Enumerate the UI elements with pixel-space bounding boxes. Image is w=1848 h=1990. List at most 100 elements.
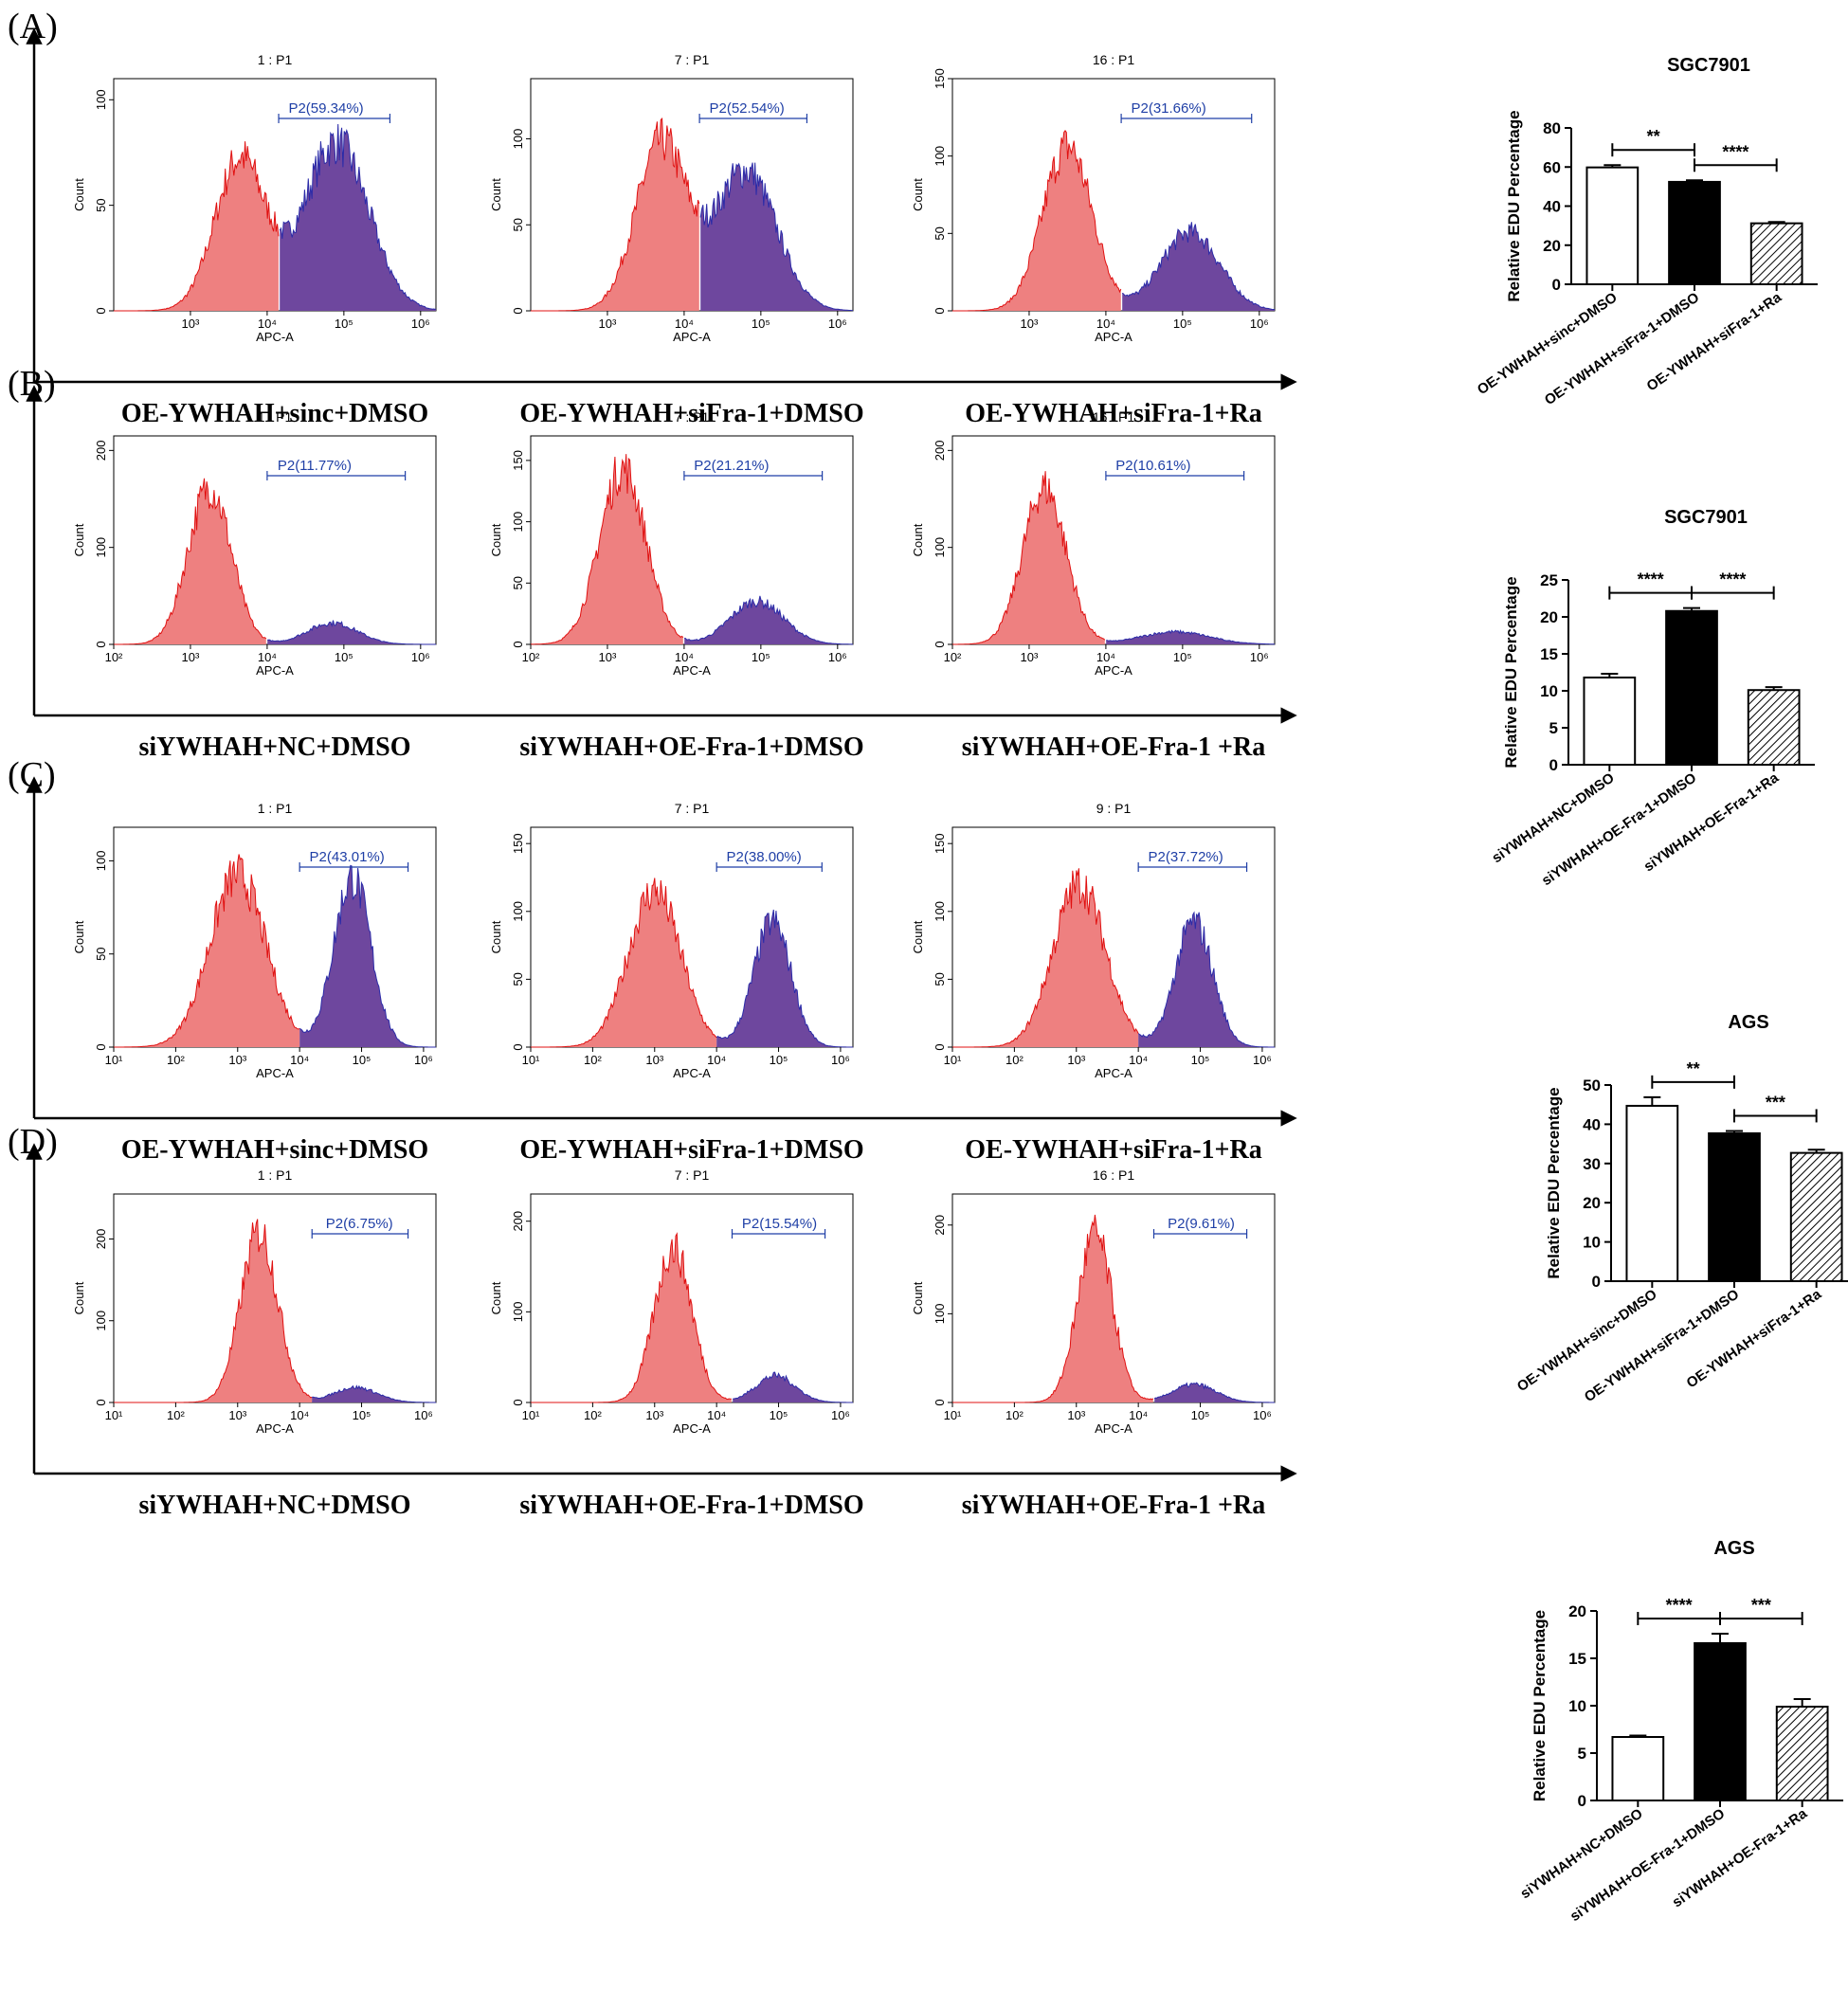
histogram-negative-outline (114, 141, 280, 312)
bar-category-label: OE-YWHAH+siFra-1+Ra (1684, 1286, 1825, 1391)
bar (1749, 222, 1803, 285)
histogram-negative-outline (114, 854, 300, 1048)
histogram-positive-outline (1137, 911, 1275, 1048)
y-tick-label: 50 (511, 576, 525, 589)
x-axis-label: APC-A (256, 1066, 294, 1080)
histogram-title: 16 : P1 (1093, 409, 1135, 425)
histogram-positive-outline (699, 162, 854, 312)
y-axis-label: Count (489, 920, 503, 953)
bar-y-axis-label: Relative EDU Percentage (1545, 1087, 1563, 1278)
bar-y-tick-label: 5 (1549, 719, 1558, 737)
histogram-title: 16 : P1 (1093, 1167, 1135, 1183)
x-tick-label: 10² (584, 1053, 602, 1067)
bar-category-label: siYWHAH+OE-Fra-1+DMSO (1567, 1805, 1729, 1925)
bar-y-tick-label: 20 (1583, 1194, 1601, 1212)
histogram-negative-outline (531, 877, 717, 1048)
y-tick-label: 100 (511, 512, 525, 533)
histogram-3: 9 : P1 P2(37.72%) 0 50 100 150 10¹ 10² 10³ 10⁴ 10⁵… (911, 801, 1276, 1165)
x-tick-label: 10⁶ (828, 317, 847, 331)
gate-label: P2(9.61%) (1168, 1216, 1235, 1232)
x-tick-label: 10³ (599, 650, 617, 664)
bar (1625, 1104, 1679, 1283)
group-label: siYWHAH+OE-Fra-1+DMSO (519, 1491, 863, 1520)
gate-label: P2(6.75%) (326, 1216, 393, 1232)
x-axis-label: APC-A (1095, 330, 1132, 344)
x-tick-label: 10³ (1021, 650, 1039, 664)
bar (1708, 1131, 1761, 1282)
bar-category-label: OE-YWHAH+sinc+DMSO (1514, 1286, 1660, 1395)
x-tick-label: 10⁴ (707, 1053, 726, 1067)
panel-label: (C) (8, 755, 56, 795)
histogram-positive-area (684, 595, 853, 644)
x-tick-label: 10⁶ (414, 1053, 433, 1067)
y-axis-label: Count (72, 523, 86, 556)
y-tick-label: 0 (511, 641, 525, 647)
histogram-title: 7 : P1 (675, 1167, 710, 1183)
y-tick-label: 0 (94, 1399, 108, 1405)
gate-label: P2(59.34%) (288, 100, 363, 117)
x-tick-label: 10² (522, 650, 540, 664)
y-axis-label: Count (72, 178, 86, 211)
x-tick-label: 10¹ (105, 1053, 123, 1067)
histogram-negative-area (952, 868, 1139, 1047)
bar (1694, 1642, 1747, 1801)
x-tick-label: 10⁴ (675, 650, 694, 664)
y-tick-label: 150 (511, 450, 525, 471)
y-tick-label: 100 (933, 146, 947, 167)
x-tick-label: 10³ (228, 1053, 246, 1067)
y-tick-label: 0 (94, 641, 108, 647)
x-tick-label: 10⁴ (1129, 1053, 1148, 1067)
bar-y-tick-label: 5 (1578, 1745, 1586, 1763)
x-tick-label: 10³ (182, 650, 200, 664)
gate-label: P2(31.66%) (1131, 100, 1205, 117)
histogram-negative-area (531, 1233, 732, 1402)
plot-frame (113, 435, 437, 645)
group-label: OE-YWHAH+siFra-1+Ra (965, 1135, 1261, 1165)
plot-frame (951, 435, 1276, 645)
histogram-1: 1 : P1 P2(43.01%) 0 50 100 10¹ 10² 10³ 10⁴ 10⁵ 10⁶… (72, 801, 437, 1165)
x-tick-label: 10⁵ (770, 1053, 788, 1067)
bar-y-tick-label: 0 (1592, 1273, 1601, 1291)
x-tick-label: 10¹ (944, 1408, 962, 1422)
x-tick-label: 10⁴ (707, 1408, 726, 1422)
panel-label: (D) (8, 1122, 58, 1162)
bar (1747, 689, 1801, 766)
bar-y-tick-label: 20 (1540, 608, 1558, 626)
histogram-negative-area (531, 118, 699, 311)
x-tick-label: 10⁴ (290, 1408, 309, 1422)
y-tick-label: 0 (933, 641, 947, 647)
x-tick-label: 10⁴ (1129, 1408, 1148, 1422)
bar-category-label: siYWHAH+OE-Fra-1+Ra (1641, 769, 1783, 875)
bar-y-tick-label: 10 (1540, 682, 1558, 700)
gate-label: P2(10.61%) (1115, 458, 1190, 474)
y-tick-label: 200 (94, 1229, 108, 1250)
significance-label: ** (1647, 127, 1660, 146)
histogram-positive-outline (312, 1384, 436, 1403)
y-tick-label: 0 (94, 307, 108, 314)
gate-label: P2(21.21%) (694, 458, 769, 474)
histogram-positive-outline (299, 864, 436, 1048)
y-tick-label: 100 (933, 1304, 947, 1325)
significance-label: **** (1638, 570, 1664, 589)
y-tick-label: 100 (94, 537, 108, 558)
histogram-negative-outline (952, 130, 1122, 312)
histogram-positive-area (280, 124, 436, 311)
histogram-title: 7 : P1 (675, 52, 710, 67)
x-tick-label: 10⁵ (1173, 317, 1192, 331)
bar-y-tick-label: 30 (1583, 1155, 1601, 1173)
significance-label: *** (1766, 1093, 1785, 1112)
bar-category-label: OE-YWHAH+siFra-1+DMSO (1582, 1286, 1743, 1405)
histogram-title: 16 : P1 (1093, 52, 1135, 67)
x-tick-label: 10³ (1021, 317, 1039, 331)
gate-label: P2(37.72%) (1149, 849, 1223, 865)
histogram-negative-outline (531, 1232, 732, 1403)
panel-a: (A) 1 : P1 P2(59.34%) 0 50 100 10³ 10⁴ 10⁵ 10⁶ APC… (8, 7, 1818, 428)
histogram-positive-area (716, 910, 853, 1047)
y-tick-label: 100 (933, 537, 947, 558)
bar-chart-title: AGS (1713, 1538, 1754, 1559)
y-tick-label: 100 (511, 1301, 525, 1322)
x-tick-label: 10² (1006, 1053, 1024, 1067)
x-tick-label: 10⁶ (1253, 1408, 1272, 1422)
y-axis-label: Count (911, 523, 925, 556)
